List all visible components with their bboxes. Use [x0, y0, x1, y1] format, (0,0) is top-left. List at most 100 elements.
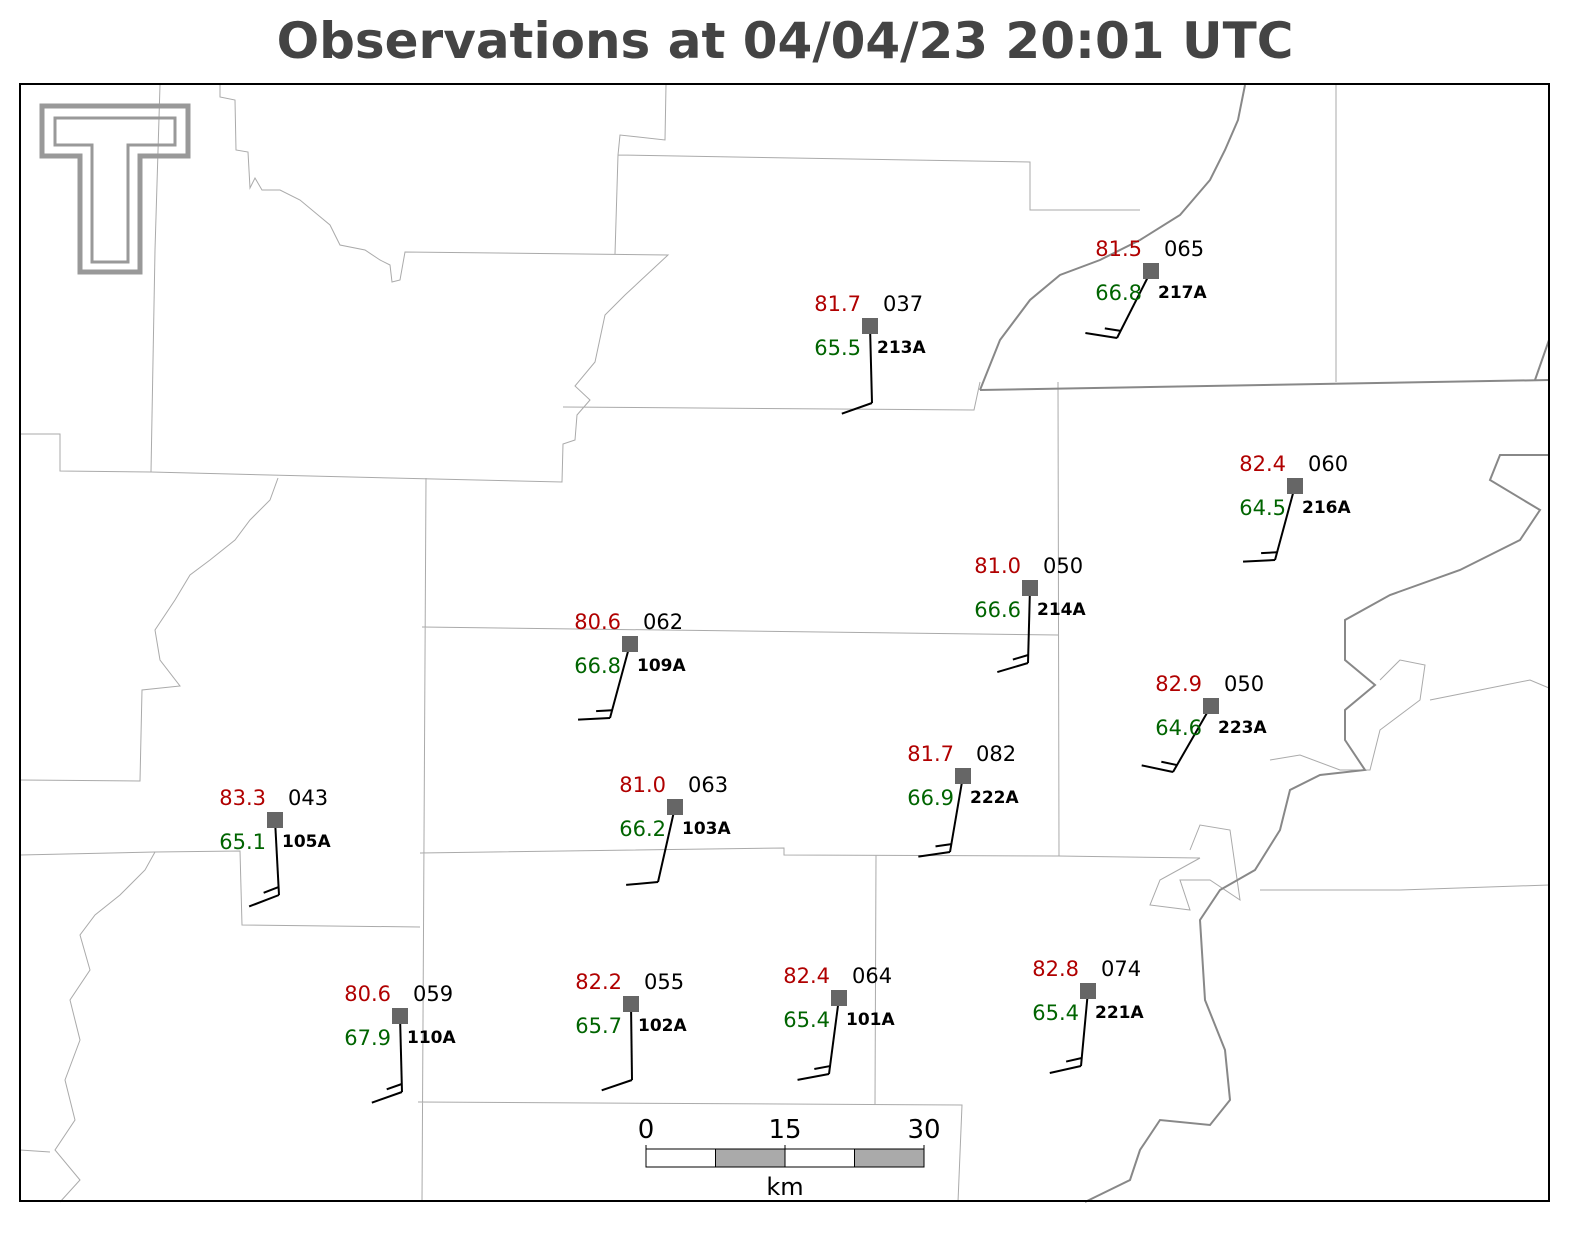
dewpoint: 66.8 [574, 654, 621, 678]
boundaries [19, 84, 1550, 1203]
wind-barb [997, 662, 1029, 674]
station: 80.6 66.8 062 109A [574, 610, 686, 721]
logo [39, 103, 191, 275]
pressure: 059 [413, 982, 453, 1006]
station-id: 214A [1037, 600, 1086, 620]
station-id: 102A [638, 1016, 687, 1036]
station: 82.9 64.6 050 223A [1141, 672, 1267, 773]
station: 81.0 66.2 063 103A [619, 773, 731, 886]
station-marker [1143, 263, 1159, 279]
temperature: 82.9 [1155, 672, 1202, 696]
scale-tick-label: 15 [768, 1115, 801, 1145]
temperature: 81.5 [1095, 237, 1142, 261]
wind-stem [1027, 587, 1031, 664]
pressure: 064 [852, 964, 892, 988]
pressure: 050 [1224, 672, 1264, 696]
station: 81.7 66.9 082 222A [907, 742, 1019, 858]
wind-barb [1085, 332, 1118, 339]
pressure: 063 [688, 773, 728, 797]
map-frame [19, 83, 1550, 1202]
scale-segment [784, 1148, 855, 1168]
scale-bar: 0 15 30 [638, 1115, 941, 1168]
pressure: 055 [644, 970, 684, 994]
station: 81.7 65.5 037 213A [814, 292, 926, 415]
wind-barb [386, 1083, 403, 1091]
wind-stem [1274, 485, 1296, 561]
station: 82.4 65.4 064 101A [783, 964, 895, 1081]
dewpoint: 66.8 [1095, 281, 1142, 305]
wind-barb [248, 894, 280, 908]
dewpoint: 65.7 [575, 1014, 622, 1038]
map-title: Observations at 04/04/23 20:01 UTC [277, 12, 1294, 70]
wind-barb [1261, 551, 1278, 555]
wind-barb [814, 1065, 831, 1070]
station-id: 213A [877, 338, 926, 358]
dewpoint: 65.4 [1032, 1001, 1079, 1025]
wind-barb [1141, 764, 1174, 773]
wind-barb [1065, 1057, 1082, 1063]
station-id: 110A [407, 1028, 456, 1048]
wind-stem [609, 643, 631, 719]
station-id: 103A [682, 819, 731, 839]
station: 82.8 65.4 074 221A [1032, 957, 1144, 1074]
wind-stem [869, 325, 873, 404]
station-marker [622, 636, 638, 652]
wind-barb [601, 1079, 633, 1092]
temperature: 81.0 [974, 554, 1021, 578]
wind-stem [399, 1015, 403, 1093]
wind-barb [1104, 327, 1121, 332]
dewpoint: 64.5 [1239, 496, 1286, 520]
wind-barb [1242, 559, 1276, 563]
scale-tick-label: 30 [907, 1115, 940, 1145]
wind-stem [1080, 990, 1089, 1067]
station-marker [1203, 698, 1219, 714]
wind-barb [841, 402, 873, 415]
wind-barb [935, 843, 952, 848]
station-id: 217A [1158, 283, 1207, 303]
station-id: 221A [1095, 1003, 1144, 1023]
dewpoint: 66.6 [974, 598, 1021, 622]
scale-tick-label: 0 [638, 1115, 655, 1145]
temperature: 81.7 [814, 292, 861, 316]
station: 81.5 66.8 065 217A [1085, 237, 1207, 339]
pressure: 050 [1043, 554, 1083, 578]
station-id: 109A [637, 656, 686, 676]
pressure: 065 [1164, 237, 1204, 261]
dewpoint: 64.6 [1155, 716, 1202, 740]
temperature: 81.0 [619, 773, 666, 797]
scale-unit: km [766, 1173, 803, 1201]
wind-barb [1161, 760, 1178, 767]
temperature: 83.3 [219, 786, 266, 810]
temperature: 82.8 [1032, 957, 1079, 981]
temperature: 82.4 [1239, 452, 1286, 476]
station-id: 105A [282, 832, 331, 852]
wind-barb [797, 1073, 830, 1081]
station: 82.2 65.7 055 102A [575, 970, 687, 1092]
wind-barb [263, 886, 279, 894]
temperature: 82.4 [783, 964, 830, 988]
station: 83.3 65.1 043 105A [219, 786, 331, 908]
station: 81.0 66.6 050 214A [974, 554, 1086, 674]
temperature: 82.2 [575, 970, 622, 994]
wind-stem [949, 775, 964, 853]
wind-stem [1172, 705, 1212, 773]
station-marker [1287, 478, 1303, 494]
station: 82.4 64.5 060 216A [1239, 452, 1351, 563]
pressure: 060 [1308, 452, 1348, 476]
dewpoint: 67.9 [344, 1026, 391, 1050]
station-marker [392, 1008, 408, 1024]
pressure: 074 [1101, 957, 1141, 981]
dewpoint: 65.1 [219, 830, 266, 854]
station-marker [667, 799, 683, 815]
station-marker [1080, 983, 1096, 999]
scale-segment [715, 1148, 786, 1168]
wind-barb [1012, 654, 1029, 661]
wind-barb [577, 717, 611, 721]
wind-stem [630, 1003, 633, 1081]
scale-segment [854, 1148, 925, 1168]
temperature: 80.6 [574, 610, 621, 634]
scale-segment [645, 1148, 716, 1168]
dewpoint: 65.4 [783, 1008, 830, 1032]
wind-barb [626, 881, 659, 886]
station-marker [267, 812, 283, 828]
